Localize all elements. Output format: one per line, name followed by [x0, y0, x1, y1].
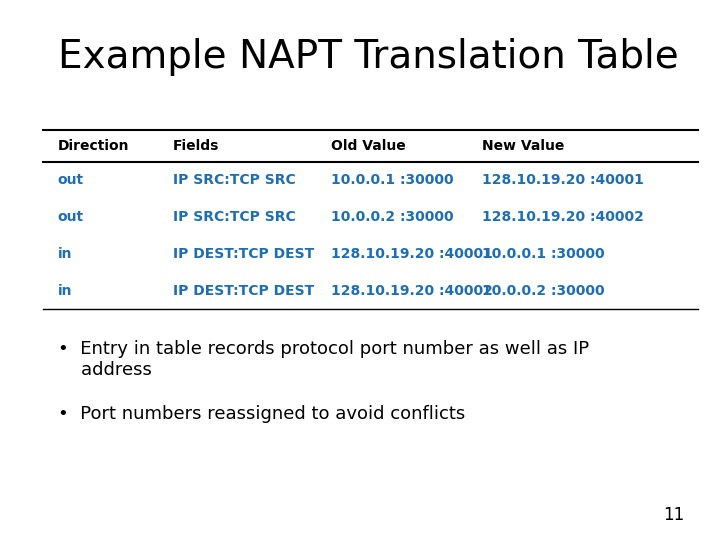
Text: 128.10.19.20 :40001: 128.10.19.20 :40001: [482, 173, 644, 187]
Text: Old Value: Old Value: [331, 139, 406, 153]
Text: Fields: Fields: [173, 139, 219, 153]
Text: IP DEST:TCP DEST: IP DEST:TCP DEST: [173, 284, 314, 298]
Text: in: in: [58, 247, 72, 261]
Text: 128.10.19.20 :40002: 128.10.19.20 :40002: [482, 210, 644, 224]
Text: 128.10.19.20 :40001: 128.10.19.20 :40001: [331, 247, 493, 261]
Text: IP SRC:TCP SRC: IP SRC:TCP SRC: [173, 210, 295, 224]
Text: out: out: [58, 210, 84, 224]
Text: •  Entry in table records protocol port number as well as IP
    address: • Entry in table records protocol port n…: [58, 340, 589, 379]
Text: IP SRC:TCP SRC: IP SRC:TCP SRC: [173, 173, 295, 187]
Text: 10.0.0.2 :30000: 10.0.0.2 :30000: [331, 210, 454, 224]
Text: New Value: New Value: [482, 139, 564, 153]
Text: 10.0.0.1 :30000: 10.0.0.1 :30000: [482, 247, 605, 261]
Text: 11: 11: [662, 506, 684, 524]
Text: out: out: [58, 173, 84, 187]
Text: •  Port numbers reassigned to avoid conflicts: • Port numbers reassigned to avoid confl…: [58, 405, 465, 423]
Text: 128.10.19.20 :40002: 128.10.19.20 :40002: [331, 284, 493, 298]
Text: in: in: [58, 284, 72, 298]
Text: Example NAPT Translation Table: Example NAPT Translation Table: [58, 38, 678, 76]
Text: Direction: Direction: [58, 139, 129, 153]
Text: IP DEST:TCP DEST: IP DEST:TCP DEST: [173, 247, 314, 261]
Text: 10.0.0.1 :30000: 10.0.0.1 :30000: [331, 173, 454, 187]
Text: 10.0.0.2 :30000: 10.0.0.2 :30000: [482, 284, 605, 298]
